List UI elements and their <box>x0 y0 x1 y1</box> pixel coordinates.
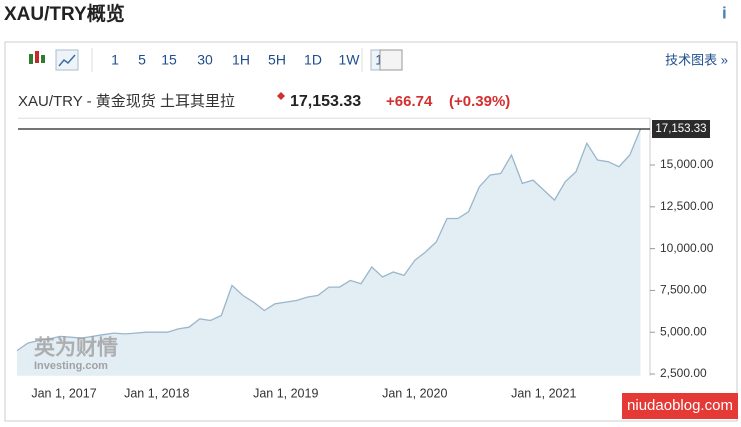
y-tick-label: 7,500.00 <box>660 283 707 297</box>
y-tick-label: 15,000.00 <box>660 157 714 171</box>
blog-badge <box>622 393 738 419</box>
line-icon[interactable] <box>55 49 79 71</box>
x-tick-label: Jan 1, 2017 <box>31 386 96 400</box>
last-price-label: 17,153.33 <box>655 123 706 135</box>
line-icon-glyph <box>58 54 76 67</box>
x-tick-label: Jan 1, 2019 <box>253 386 318 400</box>
x-tick-label: Jan 1, 2020 <box>382 386 447 400</box>
x-tick-label: Jan 1, 2021 <box>511 386 576 400</box>
y-tick-label: 2,500.00 <box>660 366 707 380</box>
watermark-site: Investing.com <box>34 360 108 372</box>
blog-watermark: niudaoblog.com <box>627 397 733 414</box>
interval-button[interactable]: 5 <box>138 52 146 68</box>
interval-button[interactable]: 1W <box>339 52 361 68</box>
quote-change: +66.74 <box>386 93 433 110</box>
y-tick-label: 5,000.00 <box>660 324 707 338</box>
quote-price: 17,153.33 <box>290 93 361 110</box>
quote-change-pct: (+0.39%) <box>449 93 510 110</box>
y-tick-label: 12,500.00 <box>660 199 714 213</box>
line <box>16 128 642 352</box>
candle-icon[interactable] <box>29 51 45 64</box>
area <box>17 129 641 376</box>
x-tick-label: Jan 1, 2018 <box>124 386 189 400</box>
settings-icon[interactable] <box>379 49 403 71</box>
y-tick-label: 10,000.00 <box>660 241 714 255</box>
info-icon[interactable]: i <box>722 3 727 22</box>
interval-button[interactable]: 5H <box>268 52 286 68</box>
last-price-box <box>652 120 710 139</box>
interval-button[interactable]: 1D <box>304 52 322 68</box>
interval-button[interactable]: 30 <box>197 52 213 68</box>
plot: 2,500.00 5,000.00 7,500.00 10,000.00 12,500.… <box>16 117 714 400</box>
page-title: XAU/TRY概览 <box>4 2 125 25</box>
up-indicator <box>277 92 285 100</box>
interval-button[interactable]: 1H <box>232 52 250 68</box>
interval-button[interactable]: 1 <box>111 52 119 68</box>
tech-chart-link[interactable]: 技术图表 » <box>665 52 728 67</box>
interval-button[interactable]: 15 <box>161 52 177 68</box>
watermark-brand: 英为财情 <box>34 336 118 360</box>
quote-name: XAU/TRY - 黄金现货 土耳其里拉 <box>18 93 235 110</box>
